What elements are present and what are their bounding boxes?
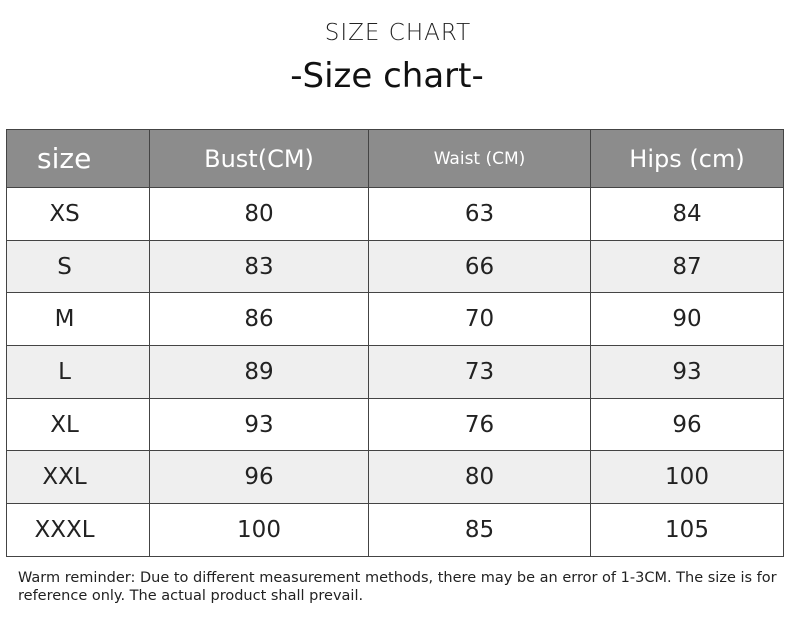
table-row: XL 93 76 96 — [6, 397, 784, 452]
cell-bust: 80 — [149, 187, 369, 241]
size-table: size Bust(CM) Waist (CM) Hips (cm) XS 80 6… — [6, 129, 784, 557]
table-row: L 89 73 93 — [6, 345, 784, 399]
table-row: XS 80 63 84 — [6, 187, 784, 241]
cell-waist: 85 — [368, 503, 591, 557]
cell-bust: 83 — [149, 239, 369, 294]
cell-waist: 66 — [368, 239, 591, 294]
size-label: S — [57, 253, 72, 280]
cell-hips: 100 — [590, 450, 784, 505]
table-row: XXXL 100 85 105 — [6, 503, 784, 557]
cell-waist: 76 — [368, 397, 591, 452]
cell-waist: 63 — [368, 187, 591, 241]
header-size: size — [6, 129, 150, 188]
cell-hips: 84 — [590, 187, 784, 241]
cell-hips: 90 — [590, 292, 784, 347]
cell-waist: 73 — [368, 345, 591, 399]
size-label: XS — [49, 200, 80, 227]
size-label: XXL — [42, 464, 87, 491]
size-label: L — [58, 358, 71, 385]
table-row: S 83 66 87 — [6, 239, 784, 294]
table-header-row: size Bust(CM) Waist (CM) Hips (cm) — [6, 129, 784, 188]
table-row: XXL 96 80 100 — [6, 450, 784, 505]
size-label: XL — [50, 411, 79, 438]
cell-waist: 80 — [368, 450, 591, 505]
cell-size: XXL — [6, 450, 150, 505]
cell-bust: 96 — [149, 450, 369, 505]
cell-hips: 105 — [590, 503, 784, 557]
cell-bust: 86 — [149, 292, 369, 347]
cell-size: S — [6, 239, 150, 294]
cell-size: L — [6, 345, 150, 399]
cell-size: XS — [6, 187, 150, 241]
cell-size: XL — [6, 397, 150, 452]
table-row: M 86 70 90 — [6, 292, 784, 347]
cell-waist: 70 — [368, 292, 591, 347]
cell-hips: 93 — [590, 345, 784, 399]
header-hips: Hips (cm) — [590, 129, 784, 188]
size-chart-heading: SIZE CHART — [324, 20, 472, 46]
size-chart-subheading: -Size chart- — [290, 56, 484, 96]
warm-reminder-note: Warm reminder: Due to different measurem… — [18, 570, 777, 604]
cell-hips: 96 — [590, 397, 784, 452]
header-bust: Bust(CM) — [149, 129, 369, 188]
cell-bust: 100 — [149, 503, 369, 557]
size-label: XXXL — [34, 516, 95, 543]
cell-bust: 89 — [149, 345, 369, 399]
header-waist: Waist (CM) — [368, 129, 591, 188]
cell-bust: 93 — [149, 397, 369, 452]
size-label: M — [54, 306, 75, 333]
cell-size: M — [6, 292, 150, 347]
cell-size: XXXL — [6, 503, 150, 557]
cell-hips: 87 — [590, 239, 784, 294]
